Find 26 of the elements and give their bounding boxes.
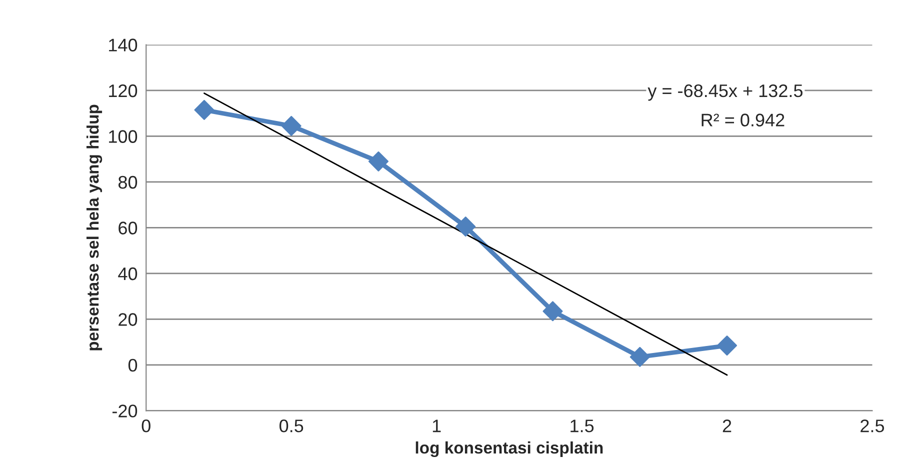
y-tick-label: 40 bbox=[118, 267, 138, 280]
point bbox=[717, 336, 738, 356]
point bbox=[194, 100, 214, 120]
y-axis-title: persentase sel hela yang hidup bbox=[86, 104, 102, 350]
x-tick-label: 0 bbox=[142, 420, 150, 432]
annotation: R² = 0.942 bbox=[702, 114, 784, 126]
x-tick-label: 1 bbox=[432, 420, 441, 432]
x-tick-label: 2.5 bbox=[860, 420, 884, 432]
y-tick-label: 100 bbox=[109, 130, 138, 143]
point bbox=[630, 346, 650, 367]
x-tick-label: 0.5 bbox=[280, 420, 304, 432]
point bbox=[368, 151, 388, 172]
annotation: y = -68.45x + 132.5 bbox=[648, 84, 803, 101]
y-tick-label: 120 bbox=[109, 84, 138, 98]
point bbox=[542, 301, 563, 322]
x-tick-label: 2 bbox=[722, 420, 732, 432]
x-tick-label: 1.5 bbox=[570, 420, 594, 432]
point bbox=[281, 116, 302, 136]
y-tick-label: 80 bbox=[118, 176, 138, 189]
y-tick-label: 20 bbox=[118, 313, 138, 326]
point bbox=[456, 216, 476, 237]
y-tick-label: 60 bbox=[118, 222, 138, 234]
y-tick-label: 140 bbox=[109, 38, 138, 52]
x-axis-title: log konsentasi cisplatin bbox=[416, 441, 603, 458]
y-tick-label: -20 bbox=[112, 404, 138, 418]
y-tick-label: 0 bbox=[128, 358, 138, 372]
